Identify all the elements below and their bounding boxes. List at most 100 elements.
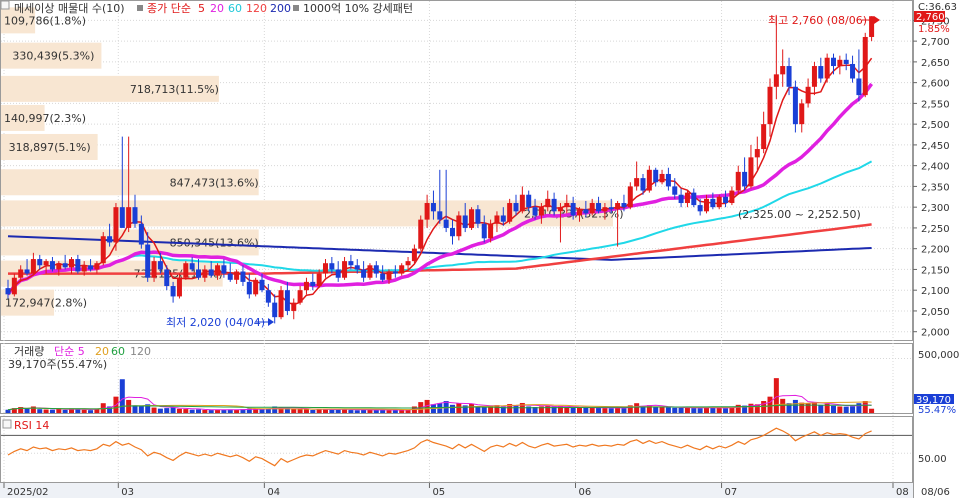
candle-body[interactable]: [742, 171, 748, 187]
candle-body[interactable]: [691, 192, 697, 206]
candle-body[interactable]: [678, 194, 684, 204]
candle-body[interactable]: [75, 259, 81, 272]
candle-body[interactable]: [754, 149, 760, 158]
candle-body[interactable]: [234, 271, 240, 280]
candle-body[interactable]: [30, 259, 36, 274]
candle-body[interactable]: [462, 215, 468, 228]
candle-body[interactable]: [69, 259, 74, 268]
candle-body[interactable]: [773, 74, 779, 87]
candle-body[interactable]: [557, 207, 563, 212]
candle-body[interactable]: [202, 269, 208, 278]
candle-body[interactable]: [786, 66, 792, 87]
candle-body[interactable]: [335, 269, 341, 278]
candle-body[interactable]: [303, 281, 309, 291]
candle-body[interactable]: [221, 265, 227, 274]
candle-body[interactable]: [627, 186, 633, 208]
candle-body[interactable]: [164, 269, 170, 287]
candle-body[interactable]: [418, 219, 424, 249]
candle-body[interactable]: [291, 302, 297, 311]
candle-body[interactable]: [780, 66, 786, 75]
candle-body[interactable]: [824, 57, 830, 79]
candle-body[interactable]: [138, 223, 144, 245]
candle-body[interactable]: [430, 203, 436, 212]
candle-body[interactable]: [735, 171, 741, 191]
candle-body[interactable]: [564, 203, 570, 208]
candle-body[interactable]: [227, 273, 233, 280]
candle-body[interactable]: [811, 66, 817, 87]
candle-body[interactable]: [424, 203, 430, 220]
candle-body[interactable]: [215, 265, 221, 276]
candle-body[interactable]: [405, 261, 411, 266]
candle-body[interactable]: [119, 207, 125, 228]
candle-body[interactable]: [646, 169, 652, 191]
candle-body[interactable]: [342, 261, 348, 278]
candle-body[interactable]: [18, 269, 24, 278]
rsi-collapse-box-icon[interactable]: [2, 419, 12, 429]
candle-body[interactable]: [684, 192, 690, 204]
candle-body[interactable]: [176, 277, 182, 297]
candle-body[interactable]: [862, 36, 868, 96]
candle-body[interactable]: [361, 269, 367, 278]
candle-body[interactable]: [761, 124, 767, 150]
candle-body[interactable]: [716, 196, 722, 208]
candle-body[interactable]: [323, 263, 328, 274]
candle-body[interactable]: [94, 263, 100, 270]
candle-body[interactable]: [373, 265, 379, 274]
candle-body[interactable]: [500, 215, 506, 222]
candle-body[interactable]: [634, 178, 640, 187]
candle-body[interactable]: [62, 263, 68, 268]
candle-body[interactable]: [399, 265, 405, 274]
candle-body[interactable]: [481, 223, 487, 239]
candle-body[interactable]: [767, 86, 773, 125]
candle-body[interactable]: [297, 290, 303, 303]
candle-body[interactable]: [113, 207, 119, 243]
candle-body[interactable]: [189, 263, 195, 270]
candle-body[interactable]: [348, 261, 354, 266]
candle-body[interactable]: [843, 59, 849, 64]
candle-body[interactable]: [107, 236, 113, 243]
candle-body[interactable]: [272, 302, 278, 318]
candle-body[interactable]: [799, 103, 805, 125]
candle-body[interactable]: [589, 203, 595, 214]
candle-body[interactable]: [240, 271, 246, 282]
candle-body[interactable]: [596, 203, 602, 212]
candle-body[interactable]: [488, 223, 494, 239]
candle-body[interactable]: [615, 203, 621, 210]
candle-body[interactable]: [49, 261, 55, 270]
candle-body[interactable]: [259, 279, 265, 291]
candle-body[interactable]: [526, 194, 532, 208]
candle-body[interactable]: [329, 263, 335, 270]
candle-body[interactable]: [640, 178, 646, 191]
candle-body[interactable]: [538, 207, 544, 216]
candle-body[interactable]: [831, 57, 836, 67]
candle-body[interactable]: [392, 271, 398, 274]
candle-body[interactable]: [386, 271, 392, 280]
candle-body[interactable]: [653, 169, 659, 183]
candle-body[interactable]: [278, 290, 284, 318]
candle-body[interactable]: [443, 219, 449, 228]
candle-body[interactable]: [316, 273, 322, 287]
candle-body[interactable]: [513, 203, 519, 212]
candle-body[interactable]: [507, 203, 513, 222]
volume-panel[interactable]: [0, 343, 913, 414]
candle-body[interactable]: [621, 203, 627, 208]
candle-body[interactable]: [792, 86, 798, 125]
candle-body[interactable]: [672, 186, 678, 195]
candle-body[interactable]: [310, 281, 316, 287]
candle-body[interactable]: [456, 215, 462, 237]
candle-body[interactable]: [850, 63, 856, 79]
candle-body[interactable]: [145, 244, 151, 278]
candle-body[interactable]: [157, 261, 163, 270]
candle-body[interactable]: [380, 273, 386, 280]
candle-body[interactable]: [37, 259, 43, 266]
candle-body[interactable]: [532, 207, 538, 216]
candle-body[interactable]: [710, 198, 716, 208]
candle-body[interactable]: [608, 207, 614, 210]
candle-body[interactable]: [665, 173, 671, 187]
candle-body[interactable]: [583, 209, 589, 214]
candle-body[interactable]: [367, 265, 373, 278]
candle-body[interactable]: [450, 227, 455, 237]
candle-body[interactable]: [411, 248, 417, 262]
candle-body[interactable]: [437, 211, 443, 220]
